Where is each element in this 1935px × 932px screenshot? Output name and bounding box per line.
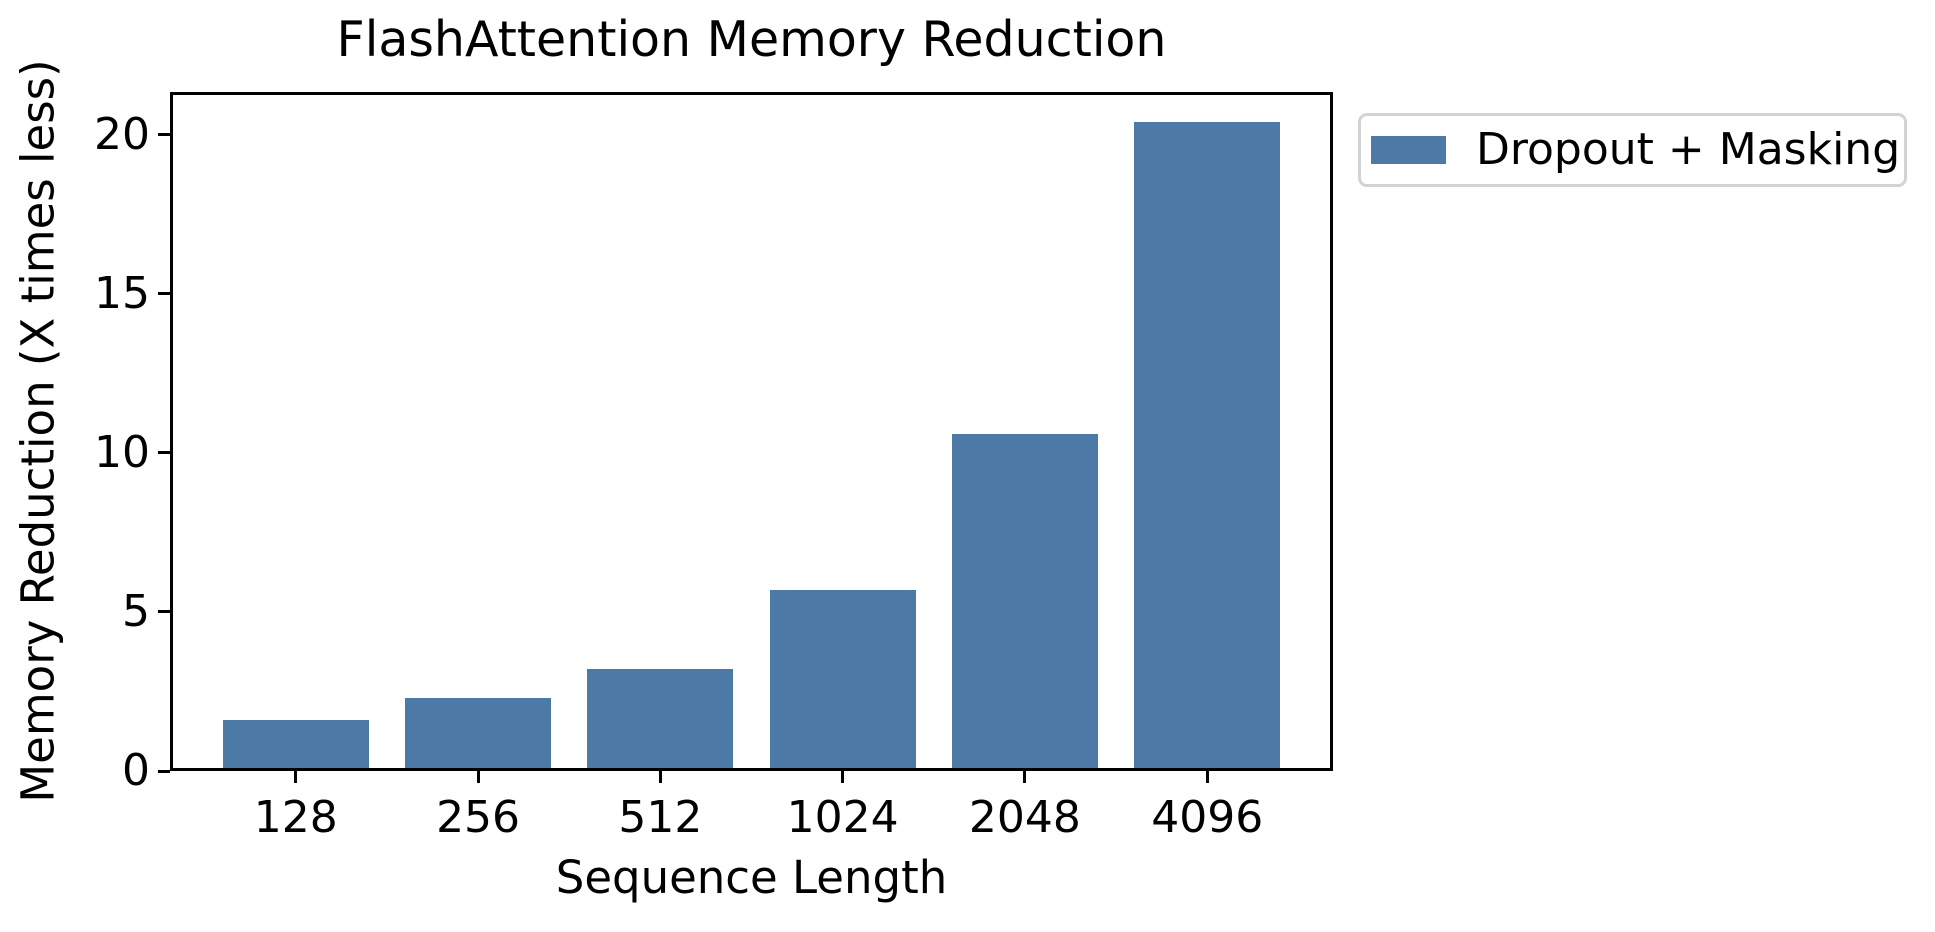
legend-series-label: Dropout + Masking bbox=[1476, 124, 1901, 175]
x-tick-label: 1024 bbox=[786, 792, 899, 843]
y-tick-mark bbox=[158, 769, 170, 773]
y-tick-label: 20 bbox=[94, 108, 150, 160]
y-tick-label: 5 bbox=[122, 585, 150, 637]
plot-area bbox=[170, 92, 1333, 771]
y-tick-mark bbox=[158, 610, 170, 614]
y-tick-label: 15 bbox=[94, 267, 150, 319]
legend: Dropout + Masking bbox=[1358, 113, 1907, 187]
bar-1024 bbox=[769, 590, 916, 768]
x-tick-mark bbox=[658, 771, 662, 783]
x-tick-label: 512 bbox=[618, 792, 703, 843]
bar-2048 bbox=[952, 434, 1098, 768]
x-tick-label: 256 bbox=[436, 792, 521, 843]
y-tick-mark bbox=[158, 292, 170, 296]
y-tick-label: 10 bbox=[94, 426, 150, 478]
bar-4096 bbox=[1134, 122, 1281, 768]
x-tick-mark bbox=[1205, 771, 1209, 783]
x-tick-label: 2048 bbox=[968, 792, 1081, 843]
y-tick-mark bbox=[158, 133, 170, 137]
x-axis-label: Sequence Length bbox=[555, 851, 948, 904]
y-tick-mark bbox=[158, 451, 170, 455]
x-tick-label: 128 bbox=[253, 792, 338, 843]
x-tick-mark bbox=[841, 771, 845, 783]
x-tick-mark bbox=[476, 771, 480, 783]
y-tick-label: 0 bbox=[122, 745, 150, 796]
chart-title: FlashAttention Memory Reduction bbox=[336, 11, 1167, 68]
bar-256 bbox=[405, 698, 551, 768]
legend-swatch-icon bbox=[1371, 136, 1446, 164]
x-tick-mark bbox=[294, 771, 298, 783]
x-tick-mark bbox=[1023, 771, 1027, 783]
x-tick-label: 4096 bbox=[1151, 792, 1264, 843]
bar-128 bbox=[222, 720, 369, 768]
bar-512 bbox=[587, 669, 734, 768]
